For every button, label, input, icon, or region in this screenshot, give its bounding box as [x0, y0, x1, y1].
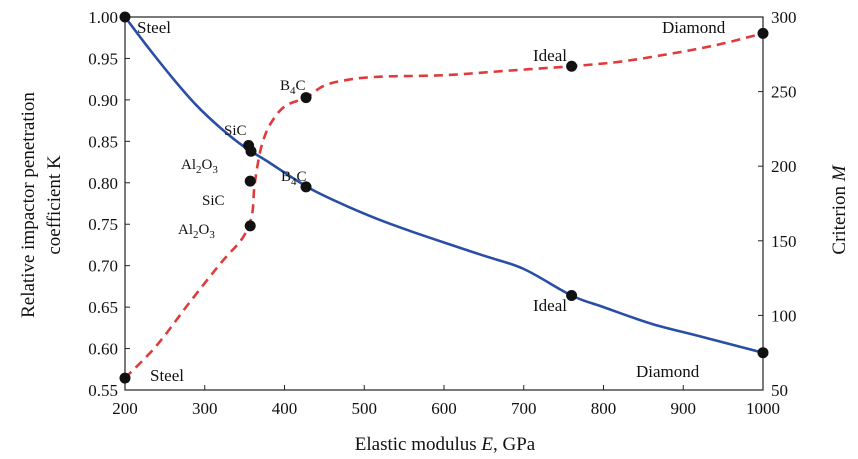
left-axis-title-line1: Relative impactor penetration	[18, 92, 39, 318]
left-tick-label: 0.90	[88, 91, 118, 110]
right-tick-label: 150	[771, 232, 797, 251]
x-tick-label: 600	[431, 399, 457, 418]
m-series-points	[119, 27, 769, 384]
k-point	[245, 145, 257, 157]
m-point	[757, 27, 769, 39]
m-point	[244, 175, 256, 187]
right-tick-label: 300	[771, 8, 797, 27]
label-diamond-top: Diamond	[662, 18, 726, 37]
left-tick-label: 0.65	[88, 298, 118, 317]
label-al2o3-lower: Al2O3	[178, 222, 215, 241]
left-tick-label: 0.95	[88, 49, 118, 68]
left-axis-ticks: 0.55 0.60 0.65 0.70 0.75 0.80 0.85 0.90 0.95 1.00	[88, 8, 130, 400]
left-tick-label: 0.80	[88, 174, 118, 193]
right-axis-title: Criterion M	[829, 164, 850, 254]
label-ideal-top: Ideal	[533, 46, 567, 65]
k-point	[566, 290, 578, 302]
label-steel-bottom: Steel	[150, 366, 184, 385]
x-tick-label: 1000	[746, 399, 780, 418]
left-axis-title-line2: coefficient K	[44, 155, 65, 255]
right-axis-ticks: 50 100 150 200 250 300	[758, 8, 797, 400]
x-tick-label: 500	[352, 399, 378, 418]
label-b4c-mid: B4C	[281, 169, 307, 188]
m-series-line	[124, 32, 764, 380]
label-al2o3-upper: Al2O3	[181, 157, 218, 176]
label-diamond-bottom: Diamond	[636, 362, 700, 381]
x-tick-label: 900	[671, 399, 697, 418]
m-point	[119, 372, 131, 384]
left-tick-label: 0.85	[88, 132, 118, 151]
x-axis-title: Elastic modulus E, GPa	[355, 434, 536, 455]
x-tick-label: 700	[511, 399, 537, 418]
x-tick-label: 400	[272, 399, 298, 418]
k-point	[119, 11, 131, 23]
label-sic-lower: SiC	[202, 193, 225, 209]
right-tick-label: 200	[771, 157, 797, 176]
left-tick-label: 0.60	[88, 340, 118, 359]
label-sic-upper: SiC	[224, 123, 247, 139]
x-tick-label: 800	[591, 399, 617, 418]
label-ideal-bottom: Ideal	[533, 296, 567, 315]
m-point	[300, 92, 312, 104]
left-tick-label: 0.55	[88, 381, 118, 400]
label-b4c-top: B4C	[280, 78, 306, 97]
left-tick-label: 1.00	[88, 8, 118, 27]
right-tick-label: 50	[771, 381, 788, 400]
k-point	[300, 181, 312, 193]
right-tick-label: 100	[771, 306, 797, 325]
k-point	[757, 347, 769, 359]
k-series-points	[119, 11, 769, 359]
k-series-line	[123, 16, 764, 354]
right-tick-label: 250	[771, 83, 797, 102]
left-tick-label: 0.70	[88, 257, 118, 276]
x-tick-label: 300	[192, 399, 218, 418]
label-steel-top: Steel	[137, 18, 171, 37]
m-point	[244, 220, 256, 232]
x-tick-label: 200	[112, 399, 138, 418]
m-point	[566, 60, 578, 72]
x-axis-ticks: 200 300 400 500 600 700 800 900 1000	[112, 385, 780, 418]
left-tick-label: 0.75	[88, 215, 118, 234]
